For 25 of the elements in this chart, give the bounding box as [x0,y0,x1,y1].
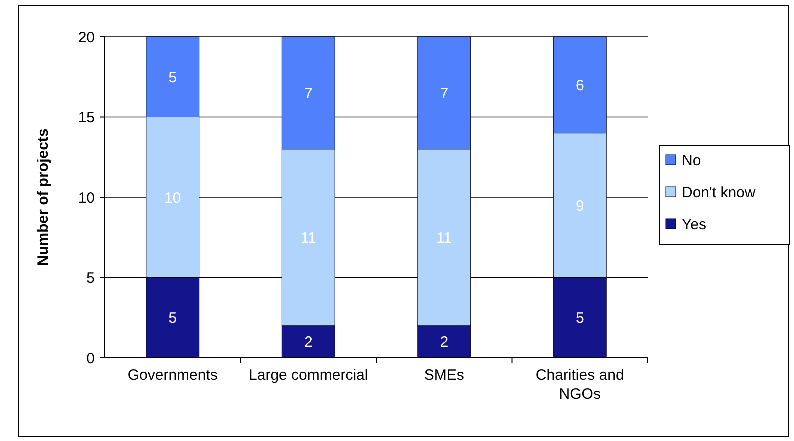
y-tick-label: 10 [78,190,95,207]
x-tick-label: Charities and NGOs [536,367,624,403]
data-label: 10 [164,190,182,207]
legend-label: Don't know [682,184,756,202]
data-label: 7 [440,85,449,102]
y-axis-title: Number of projects [35,128,52,266]
data-label: 2 [440,334,449,352]
x-tick-label: Large commercial [249,367,368,384]
data-label: 5 [168,310,178,328]
data-label: 6 [576,77,584,94]
x-tick-label: SMEs [424,367,464,384]
data-label: 9 [576,198,584,215]
data-label: 7 [304,85,313,102]
data-label: 2 [304,334,313,352]
y-tick-label: 20 [78,29,95,46]
data-label: 5 [576,310,584,328]
y-tick-label: 15 [78,110,95,126]
legend-label: Yes [682,216,706,234]
x-tick-label: Governments [128,367,218,384]
y-tick-label: 0 [86,350,95,368]
data-label: 5 [168,69,178,86]
data-label: 11 [300,230,316,247]
legend-label: No [682,152,702,170]
y-tick-label: 5 [86,270,95,287]
data-label: 11 [436,230,452,247]
